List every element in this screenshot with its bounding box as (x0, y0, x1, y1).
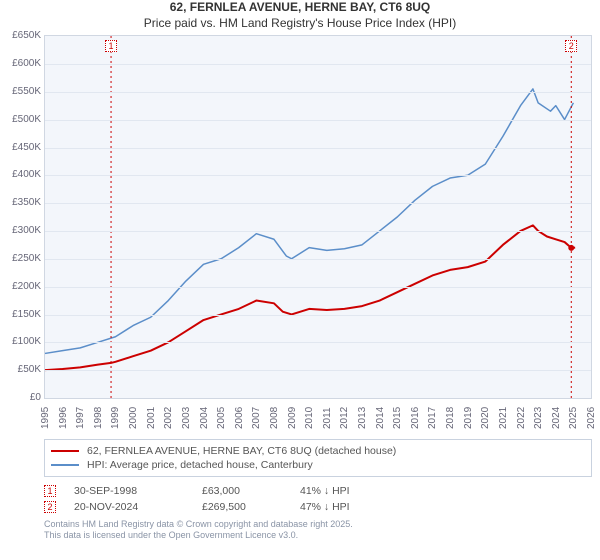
y-axis-label: £100K (12, 336, 41, 347)
y-axis-label: £350K (12, 197, 41, 208)
event-marker-badge: 2 (565, 40, 577, 52)
x-axis-label: 2006 (234, 407, 245, 429)
x-axis-label: 2018 (445, 407, 456, 429)
footnote: Contains HM Land Registry data © Crown c… (44, 519, 592, 542)
x-axis-label: 1995 (40, 407, 51, 429)
x-axis-label: 1996 (58, 407, 69, 429)
y-axis-label: £0 (30, 392, 41, 403)
x-axis-label: 2007 (251, 407, 262, 429)
event-date: 20-NOV-2024 (74, 501, 184, 513)
event-marker-badge: 1 (105, 40, 117, 52)
event-delta: 41% ↓ HPI (300, 485, 350, 497)
y-axis-label: £550K (12, 86, 41, 97)
x-axis-label: 2016 (410, 407, 421, 429)
x-axis-label: 2013 (357, 407, 368, 429)
y-axis-label: £500K (12, 114, 41, 125)
x-axis-label: 2026 (586, 407, 597, 429)
x-axis-label: 1999 (110, 407, 121, 429)
x-axis-label: 2009 (287, 407, 298, 429)
y-axis-label: £450K (12, 142, 41, 153)
events-table: 1 30-SEP-1998 £63,000 41% ↓ HPI 2 20-NOV-2024… (44, 483, 592, 515)
x-axis-label: 2004 (199, 407, 210, 429)
x-axis-label: 2023 (533, 407, 544, 429)
event-badge: 1 (44, 485, 56, 497)
x-axis-label: 1997 (75, 407, 86, 429)
legend-label: 62, FERNLEA AVENUE, HERNE BAY, CT6 8UQ (… (87, 445, 396, 457)
x-axis-label: 2003 (181, 407, 192, 429)
x-axis-label: 2025 (568, 407, 579, 429)
event-row: 2 20-NOV-2024 £269,500 47% ↓ HPI (44, 499, 592, 515)
legend-item: HPI: Average price, detached house, Cant… (51, 458, 585, 472)
x-axis-label: 2000 (128, 407, 139, 429)
x-axis-labels: 1995199619971998199920002001200220032004… (44, 399, 592, 433)
y-axis-label: £150K (12, 309, 41, 320)
x-axis-label: 2022 (516, 407, 527, 429)
x-axis-label: 2014 (375, 407, 386, 429)
x-axis-label: 2021 (498, 407, 509, 429)
event-row: 1 30-SEP-1998 £63,000 41% ↓ HPI (44, 483, 592, 499)
x-axis-label: 2017 (427, 407, 438, 429)
legend-item: 62, FERNLEA AVENUE, HERNE BAY, CT6 8UQ (… (51, 444, 585, 458)
x-axis-label: 2015 (392, 407, 403, 429)
plot-area: £0£50K£100K£150K£200K£250K£300K£350K£400… (44, 35, 592, 399)
y-axis-label: £650K (12, 30, 41, 41)
x-axis-label: 2005 (216, 407, 227, 429)
event-price: £269,500 (202, 501, 282, 513)
y-axis-label: £50K (18, 364, 41, 375)
x-axis-label: 2010 (304, 407, 315, 429)
y-axis-label: £600K (12, 58, 41, 69)
footnote-line-2: This data is licensed under the Open Gov… (44, 530, 592, 541)
chart-subtitle: Price paid vs. HM Land Registry's House … (0, 16, 600, 32)
event-delta: 47% ↓ HPI (300, 501, 350, 513)
x-axis-label: 2002 (163, 407, 174, 429)
legend-label: HPI: Average price, detached house, Cant… (87, 459, 313, 471)
x-axis-label: 2019 (463, 407, 474, 429)
event-badge: 2 (44, 501, 56, 513)
series-svg (45, 36, 591, 398)
footnote-line-1: Contains HM Land Registry data © Crown c… (44, 519, 592, 530)
legend-swatch (51, 450, 79, 452)
legend: 62, FERNLEA AVENUE, HERNE BAY, CT6 8UQ (… (44, 439, 592, 477)
x-axis-label: 2024 (551, 407, 562, 429)
event-price: £63,000 (202, 485, 282, 497)
x-axis-label: 2001 (146, 407, 157, 429)
x-axis-label: 2008 (269, 407, 280, 429)
x-axis-label: 1998 (93, 407, 104, 429)
y-axis-label: £250K (12, 253, 41, 264)
x-axis-label: 2012 (339, 407, 350, 429)
legend-swatch (51, 464, 79, 466)
y-axis-label: £200K (12, 281, 41, 292)
chart-title: 62, FERNLEA AVENUE, HERNE BAY, CT6 8UQ (0, 0, 600, 16)
y-axis-label: £300K (12, 225, 41, 236)
x-axis-label: 2011 (322, 408, 333, 430)
y-axis-label: £400K (12, 169, 41, 180)
event-date: 30-SEP-1998 (74, 485, 184, 497)
x-axis-label: 2020 (480, 407, 491, 429)
chart-container: { "title": "62, FERNLEA AVENUE, HERNE BA… (0, 0, 600, 560)
